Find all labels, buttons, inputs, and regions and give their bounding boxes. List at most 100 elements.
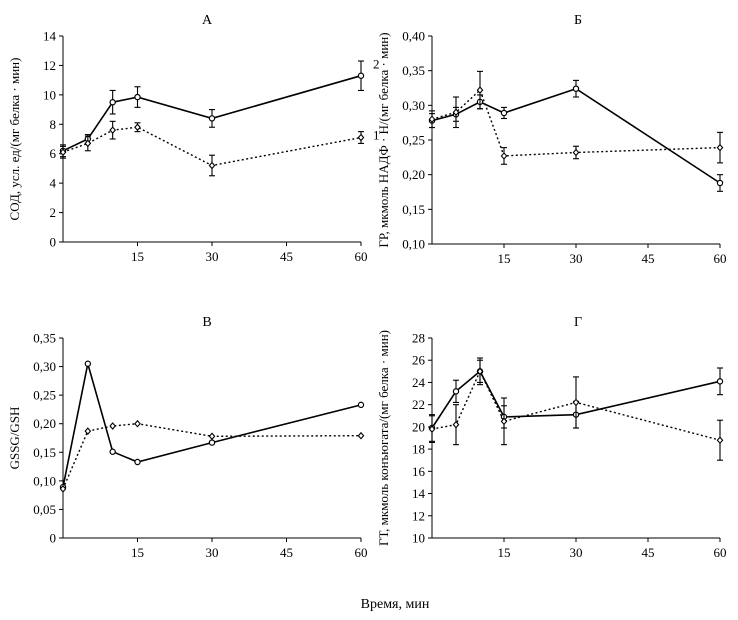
series-annotation: 1 — [373, 128, 380, 143]
y-tick-label: 0,10 — [402, 237, 425, 252]
data-point-dotted — [500, 417, 508, 426]
y-tick-label: 0,25 — [33, 388, 56, 403]
chart-panel-g: Г ГТ, мкмоль конъюгата/(мг белка · мин) 10… — [376, 315, 727, 560]
data-point-dotted — [716, 143, 724, 152]
y-tick-label: 24 — [412, 375, 426, 390]
chart-panel-v: В GSSG/GSH 0 0,05 0,10 0,15 0,20 0,25 0,30 0,35 15… — [7, 315, 368, 560]
x-tick-label: 15 — [131, 545, 144, 560]
y-tick-label: 4 — [50, 176, 57, 191]
series-line-solid — [62, 74, 362, 152]
data-point-dotted — [134, 419, 141, 428]
chart-title: А — [202, 13, 213, 28]
data-point-dotted — [428, 425, 436, 433]
data-point-dotted — [452, 420, 460, 429]
y-tick-label: 22 — [412, 397, 425, 412]
x-tick-label: 30 — [206, 545, 219, 560]
chart-title: В — [202, 315, 211, 330]
series-line-solid — [431, 370, 721, 429]
y-tick-label: 0,20 — [402, 167, 425, 182]
data-point-solid — [357, 401, 365, 409]
data-point-solid — [500, 109, 508, 117]
y-axis-label: ГР, мкмоль НАДФ · Н/(мг белка · мин) — [376, 32, 391, 247]
y-tick-label: 0 — [50, 235, 57, 250]
y-tick-label: 0,30 — [33, 359, 56, 374]
data-point-solid — [452, 388, 460, 395]
x-tick-label: 30 — [206, 249, 219, 264]
y-tick-label: 0,05 — [33, 502, 56, 517]
x-tick-label: 45 — [280, 249, 293, 264]
series-line-solid — [431, 87, 721, 184]
y-tick-label: 12 — [412, 508, 425, 523]
x-tick-label: 60 — [355, 249, 368, 264]
data-point-dotted — [208, 432, 216, 441]
y-tick-label: 12 — [43, 58, 56, 73]
x-tick-label: 60 — [714, 251, 727, 266]
y-axis-label: GSSG/GSH — [7, 407, 22, 470]
y-tick-label: 16 — [412, 464, 426, 479]
x-axis-label: Время, мин — [361, 597, 430, 612]
data-point-dotted — [452, 108, 460, 117]
y-axis-label: ГТ, мкмоль конъюгата/(мг белка · мин) — [376, 330, 391, 546]
data-point-solid — [109, 99, 116, 106]
data-point-solid — [134, 93, 141, 101]
data-point-dotted — [208, 161, 216, 170]
x-tick-label: 60 — [714, 545, 727, 560]
data-point-solid — [208, 439, 216, 446]
y-tick-label: 8 — [50, 117, 57, 132]
y-tick-label: 26 — [412, 353, 426, 368]
data-point-dotted — [476, 86, 484, 94]
data-point-dotted — [84, 139, 92, 148]
data-point-dotted — [84, 427, 92, 435]
y-tick-label: 10 — [412, 531, 425, 546]
x-tick-label: 30 — [570, 545, 583, 560]
x-tick-label: 15 — [498, 545, 511, 560]
x-tick-label: 45 — [642, 251, 655, 266]
series-line-solid — [62, 363, 362, 488]
x-tick-label: 60 — [355, 545, 368, 560]
y-tick-label: 2 — [50, 205, 57, 220]
data-point-dotted — [500, 152, 508, 160]
y-tick-label: 0,40 — [402, 29, 425, 44]
data-point-dotted — [109, 422, 116, 430]
x-tick-label: 30 — [570, 251, 583, 266]
y-tick-label: 0,15 — [33, 445, 56, 460]
y-tick-label: 0 — [50, 531, 57, 546]
y-tick-label: 0,15 — [402, 202, 425, 217]
y-tick-label: 0,20 — [33, 416, 56, 431]
y-tick-label: 0,30 — [402, 98, 425, 113]
data-point-dotted — [572, 398, 580, 407]
data-point-solid — [208, 115, 216, 122]
y-tick-label: 14 — [412, 486, 426, 501]
data-point-dotted — [109, 126, 116, 135]
data-point-solid — [716, 378, 724, 385]
data-point-dotted — [716, 436, 724, 445]
y-tick-label: 14 — [43, 29, 57, 44]
series-line-dotted — [62, 422, 362, 490]
data-point-solid — [84, 360, 92, 367]
x-tick-label: 45 — [280, 545, 293, 560]
data-point-dotted — [59, 148, 67, 157]
chart-panel-b: Б ГР, мкмоль НАДФ · Н/(мг белка · мин) 0,1… — [376, 13, 727, 266]
y-tick-label: 18 — [412, 442, 425, 457]
data-point-dotted — [428, 115, 436, 124]
y-tick-label: 28 — [412, 331, 425, 346]
y-tick-label: 20 — [412, 419, 425, 434]
data-point-solid — [134, 458, 141, 466]
chart-title: Г — [574, 315, 582, 330]
data-point-dotted — [59, 485, 67, 493]
x-tick-label: 45 — [642, 545, 655, 560]
data-point-solid — [357, 72, 365, 79]
y-tick-label: 10 — [43, 87, 56, 102]
y-tick-label: 0,35 — [402, 63, 425, 78]
data-point-dotted — [572, 148, 580, 157]
y-tick-label: 0,35 — [33, 331, 56, 346]
y-tick-label: 6 — [50, 146, 57, 161]
y-tick-label: 0,10 — [33, 473, 56, 488]
data-point-solid — [716, 179, 724, 187]
data-point-dotted — [357, 133, 365, 142]
series-annotation: 2 — [373, 57, 380, 72]
x-tick-label: 15 — [498, 251, 511, 266]
data-point-dotted — [357, 431, 365, 440]
data-point-dotted — [476, 367, 484, 376]
